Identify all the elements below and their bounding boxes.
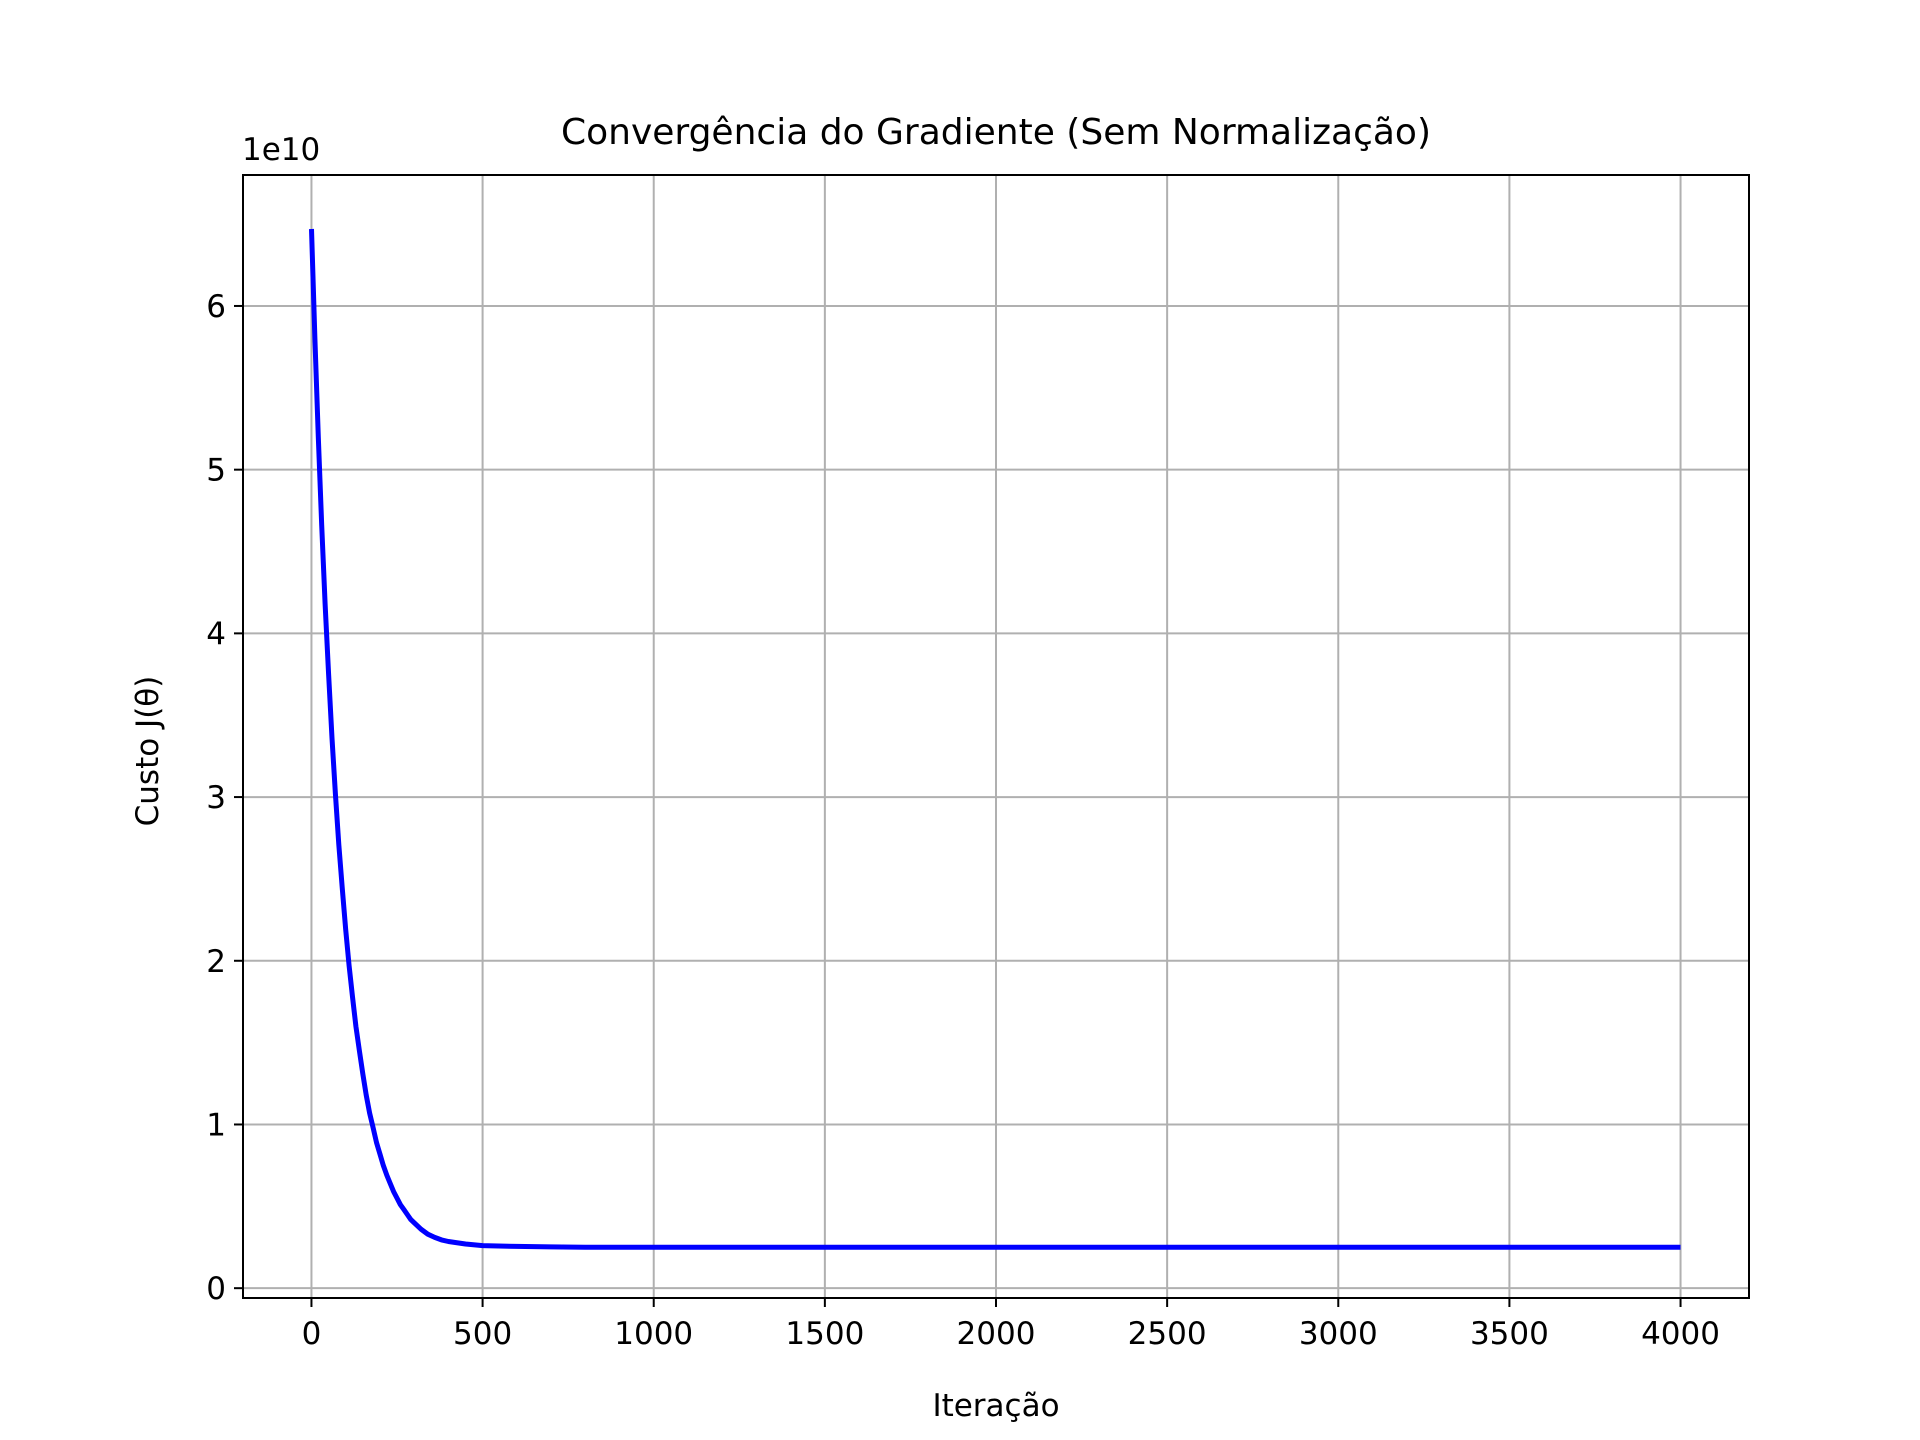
series-line [309,228,1681,1250]
grid [243,175,1749,1298]
x-tick-label: 0 [302,1316,322,1352]
y-tick-label: 0 [206,1271,226,1307]
x-axis-ticks: 0 500 1000 1500 2000 2500 3000 3500 4000 [302,1298,1720,1352]
y-axis-label: Custo J(θ) [130,676,166,827]
y-axis-ticks: 0 1 2 3 4 5 6 [206,289,243,1307]
x-tick-label: 1500 [785,1316,864,1352]
y-axis-offset-label: 1e10 [242,132,320,168]
y-tick-label: 6 [206,289,226,325]
x-tick-label: 2000 [957,1316,1036,1352]
series-layer [309,228,1681,1250]
x-axis-label: Iteração [932,1388,1059,1424]
x-tick-label: 1000 [614,1316,693,1352]
y-tick-label: 1 [206,1107,226,1143]
x-tick-label: 500 [453,1316,512,1352]
x-tick-label: 3000 [1299,1316,1378,1352]
y-tick-label: 5 [206,453,226,489]
y-tick-label: 2 [206,944,226,980]
chart-title: Convergência do Gradiente (Sem Normaliza… [561,112,1431,153]
y-tick-label: 3 [206,780,226,816]
x-tick-label: 4000 [1641,1316,1720,1352]
x-tick-label: 2500 [1128,1316,1207,1352]
x-tick-label: 3500 [1470,1316,1549,1352]
y-tick-label: 4 [206,616,226,652]
